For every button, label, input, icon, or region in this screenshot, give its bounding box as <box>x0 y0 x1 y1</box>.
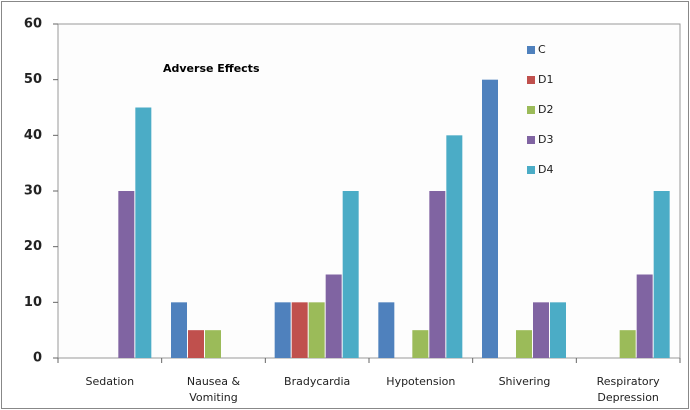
bar <box>446 135 463 358</box>
x-tick-label: Hypotension <box>386 375 456 388</box>
bar <box>653 191 670 358</box>
legend-label: D4 <box>538 163 553 176</box>
bar <box>378 302 395 358</box>
y-tick-label: 30 <box>24 184 42 199</box>
bar <box>619 330 636 358</box>
bar <box>342 191 359 358</box>
y-tick-label: 10 <box>24 295 42 310</box>
bar <box>205 330 221 358</box>
bar <box>291 302 308 358</box>
x-tick-label: Respiratory Depression <box>596 375 660 404</box>
legend-swatch <box>527 46 535 54</box>
legend-swatch <box>527 76 535 84</box>
bar <box>412 330 429 358</box>
bar <box>274 302 291 358</box>
legend-label: D1 <box>538 73 553 86</box>
bar <box>533 302 549 358</box>
y-tick-label: 0 <box>33 351 42 366</box>
chart-title: Adverse Effects <box>163 62 260 75</box>
x-tick-label: Nausea & Vomiting <box>186 375 241 404</box>
bar <box>188 330 204 358</box>
bar <box>482 79 498 359</box>
bar <box>325 274 342 358</box>
bar <box>118 191 135 358</box>
bar <box>429 191 446 358</box>
bar <box>516 330 532 358</box>
legend-label: D2 <box>538 103 553 116</box>
legend-label: C <box>538 43 546 56</box>
bar <box>135 107 152 358</box>
legend-label: D3 <box>538 133 553 146</box>
y-tick-label: 60 <box>24 17 42 32</box>
y-tick-label: 50 <box>24 72 42 87</box>
y-tick-label: 40 <box>24 128 42 143</box>
legend-swatch <box>527 136 535 144</box>
x-tick-label: Sedation <box>85 375 135 388</box>
bar <box>308 302 325 358</box>
bar <box>171 302 187 358</box>
plot-area <box>57 23 681 359</box>
legend-swatch <box>527 106 535 114</box>
legend-swatch <box>527 166 535 174</box>
x-tick-label: Shivering <box>498 375 551 388</box>
y-tick-label: 20 <box>24 239 42 254</box>
bar <box>550 302 566 358</box>
x-tick-label: Bradycardia <box>284 375 351 388</box>
bar <box>636 274 653 358</box>
